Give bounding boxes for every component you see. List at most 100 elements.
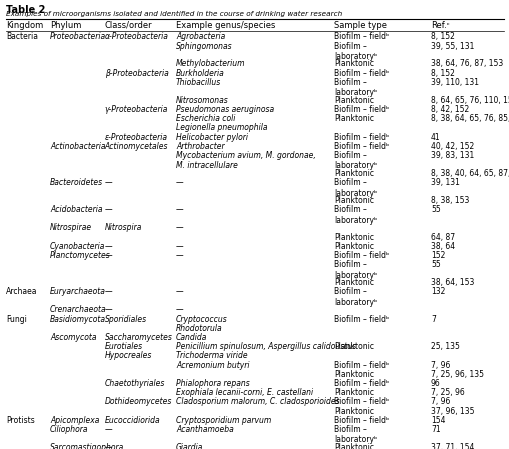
Text: 8, 38, 40, 64, 65, 87, 153: 8, 38, 40, 64, 65, 87, 153	[430, 169, 509, 178]
Text: 132: 132	[430, 287, 444, 296]
Text: Biofilm – fieldᵇ: Biofilm – fieldᵇ	[333, 416, 388, 425]
Text: Protists: Protists	[6, 416, 35, 425]
Text: Actinobacteria: Actinobacteria	[50, 142, 105, 151]
Text: Acremonium butyri: Acremonium butyri	[176, 361, 249, 370]
Text: Biofilm –
laboratoryᵇ: Biofilm – laboratoryᵇ	[333, 151, 377, 171]
Text: —: —	[104, 242, 112, 251]
Text: 8, 38, 153: 8, 38, 153	[430, 196, 468, 205]
Text: 7, 96: 7, 96	[430, 361, 449, 370]
Text: Biofilm – fieldᵇ: Biofilm – fieldᵇ	[333, 142, 388, 151]
Text: —: —	[104, 425, 112, 434]
Text: Mycobacterium avium, M. gordonae,
M. intracellulare: Mycobacterium avium, M. gordonae, M. int…	[176, 151, 315, 171]
Text: Planktonic: Planktonic	[333, 342, 373, 351]
Text: Ascomycota: Ascomycota	[50, 333, 96, 342]
Text: Fungi: Fungi	[6, 314, 27, 324]
Text: Biofilm – fieldᵇ: Biofilm – fieldᵇ	[333, 379, 388, 388]
Text: Kingdom: Kingdom	[6, 21, 43, 30]
Text: 55: 55	[430, 260, 440, 269]
Text: Biofilm – fieldᵇ: Biofilm – fieldᵇ	[333, 314, 388, 324]
Text: Planktonic: Planktonic	[333, 370, 373, 379]
Text: —: —	[176, 305, 183, 314]
Text: —: —	[176, 251, 183, 260]
Text: 38, 64, 76, 87, 153: 38, 64, 76, 87, 153	[430, 59, 502, 69]
Text: Planktonic: Planktonic	[333, 59, 373, 69]
Text: 7, 25, 96, 135: 7, 25, 96, 135	[430, 370, 483, 379]
Text: 8, 152: 8, 152	[430, 32, 454, 41]
Text: Cryptosporidium parvum: Cryptosporidium parvum	[176, 416, 271, 425]
Text: Planktonic: Planktonic	[333, 233, 373, 242]
Text: Basidiomycota: Basidiomycota	[50, 314, 106, 324]
Text: Biofilm – fieldᵇ: Biofilm – fieldᵇ	[333, 251, 388, 260]
Text: Biofilm –
laboratoryᵇ: Biofilm – laboratoryᵇ	[333, 42, 377, 61]
Text: —: —	[104, 443, 112, 449]
Text: Helicobacter pylori: Helicobacter pylori	[176, 132, 247, 142]
Text: Biofilm – fieldᵇ: Biofilm – fieldᵇ	[333, 32, 388, 41]
Text: Archaea: Archaea	[6, 287, 38, 296]
Text: Legionella pneumophila: Legionella pneumophila	[176, 123, 267, 132]
Text: Eurotiales: Eurotiales	[104, 342, 143, 351]
Text: 8, 64, 65, 76, 110, 153: 8, 64, 65, 76, 110, 153	[430, 96, 509, 105]
Text: γ-Proteobacteria: γ-Proteobacteria	[104, 105, 167, 114]
Text: Dothideomycetes: Dothideomycetes	[104, 397, 172, 406]
Text: Biofilm –
laboratoryᵇ: Biofilm – laboratoryᵇ	[333, 260, 377, 280]
Text: Nitrospirae: Nitrospirae	[50, 223, 92, 233]
Text: Phialophora repans: Phialophora repans	[176, 379, 249, 388]
Text: Nitrospira: Nitrospira	[104, 223, 142, 233]
Text: 154: 154	[430, 416, 444, 425]
Text: 8, 42, 152: 8, 42, 152	[430, 105, 468, 114]
Text: Class/order: Class/order	[104, 21, 152, 30]
Text: Cryptococcus: Cryptococcus	[176, 314, 227, 324]
Text: Cyanobacteria: Cyanobacteria	[50, 242, 105, 251]
Text: Arthrobacter: Arthrobacter	[176, 142, 224, 151]
Text: —: —	[176, 223, 183, 233]
Text: —: —	[104, 178, 112, 187]
Text: 8, 38, 64, 65, 76, 85, 87, 15...: 8, 38, 64, 65, 76, 85, 87, 15...	[430, 114, 509, 123]
Text: —: —	[104, 251, 112, 260]
Text: Actinomycetales: Actinomycetales	[104, 142, 168, 151]
Text: Chaetothyriales: Chaetothyriales	[104, 379, 164, 388]
Text: Biofilm –
laboratoryᵇ: Biofilm – laboratoryᵇ	[333, 205, 377, 225]
Text: Planktonic: Planktonic	[333, 196, 373, 205]
Text: 7, 96: 7, 96	[430, 397, 449, 406]
Text: Acidobacteria: Acidobacteria	[50, 205, 102, 215]
Text: Sphingomonas: Sphingomonas	[176, 42, 232, 51]
Text: 64, 87: 64, 87	[430, 233, 454, 242]
Text: Phylum: Phylum	[50, 21, 81, 30]
Text: Planktonic: Planktonic	[333, 443, 373, 449]
Text: Sample type: Sample type	[333, 21, 386, 30]
Text: —: —	[176, 178, 183, 187]
Text: Cladosporium malorum, C. cladosporioides: Cladosporium malorum, C. cladosporioides	[176, 397, 339, 406]
Text: 7, 25, 96: 7, 25, 96	[430, 388, 464, 397]
Text: —: —	[176, 242, 183, 251]
Text: Biofilm –
laboratoryᵇ: Biofilm – laboratoryᵇ	[333, 425, 377, 445]
Text: Biofilm – fieldᵇ: Biofilm – fieldᵇ	[333, 132, 388, 142]
Text: Ref.ᶜ: Ref.ᶜ	[430, 21, 449, 30]
Text: 96: 96	[430, 379, 440, 388]
Text: Rhodotorula: Rhodotorula	[176, 324, 222, 333]
Text: 55: 55	[430, 205, 440, 215]
Text: Burkholderia: Burkholderia	[176, 69, 224, 78]
Text: Bacteria: Bacteria	[6, 32, 38, 41]
Text: Apicomplexa: Apicomplexa	[50, 416, 99, 425]
Text: Eucoccidiorida: Eucoccidiorida	[104, 416, 160, 425]
Text: 39, 131: 39, 131	[430, 178, 459, 187]
Text: ε-Proteobacteria: ε-Proteobacteria	[104, 132, 167, 142]
Text: Hypocreales: Hypocreales	[104, 351, 152, 361]
Text: 7: 7	[430, 314, 435, 324]
Text: Biofilm – fieldᵇ: Biofilm – fieldᵇ	[333, 69, 388, 78]
Text: Saccharomycetes: Saccharomycetes	[104, 333, 172, 342]
Text: Giardia: Giardia	[176, 443, 203, 449]
Text: Planktonic: Planktonic	[333, 242, 373, 251]
Text: Exophiala lecanii-corni, E. castellani: Exophiala lecanii-corni, E. castellani	[176, 388, 313, 397]
Text: Proteobacteria: Proteobacteria	[50, 32, 106, 41]
Text: Planktonic: Planktonic	[333, 388, 373, 397]
Text: 38, 64: 38, 64	[430, 242, 454, 251]
Text: Biofilm –
laboratoryᵇ: Biofilm – laboratoryᵇ	[333, 178, 377, 198]
Text: 25, 135: 25, 135	[430, 342, 459, 351]
Text: Biofilm – fieldᵇ: Biofilm – fieldᵇ	[333, 105, 388, 114]
Text: Examples of microorganisms isolated and identified in the course of drinking wat: Examples of microorganisms isolated and …	[6, 11, 342, 17]
Text: Biofilm –
laboratoryᵇ: Biofilm – laboratoryᵇ	[333, 78, 377, 97]
Text: Escherichia coli: Escherichia coli	[176, 114, 235, 123]
Text: α-Proteobacteria: α-Proteobacteria	[104, 32, 168, 41]
Text: Biofilm –
laboratoryᵇ: Biofilm – laboratoryᵇ	[333, 287, 377, 307]
